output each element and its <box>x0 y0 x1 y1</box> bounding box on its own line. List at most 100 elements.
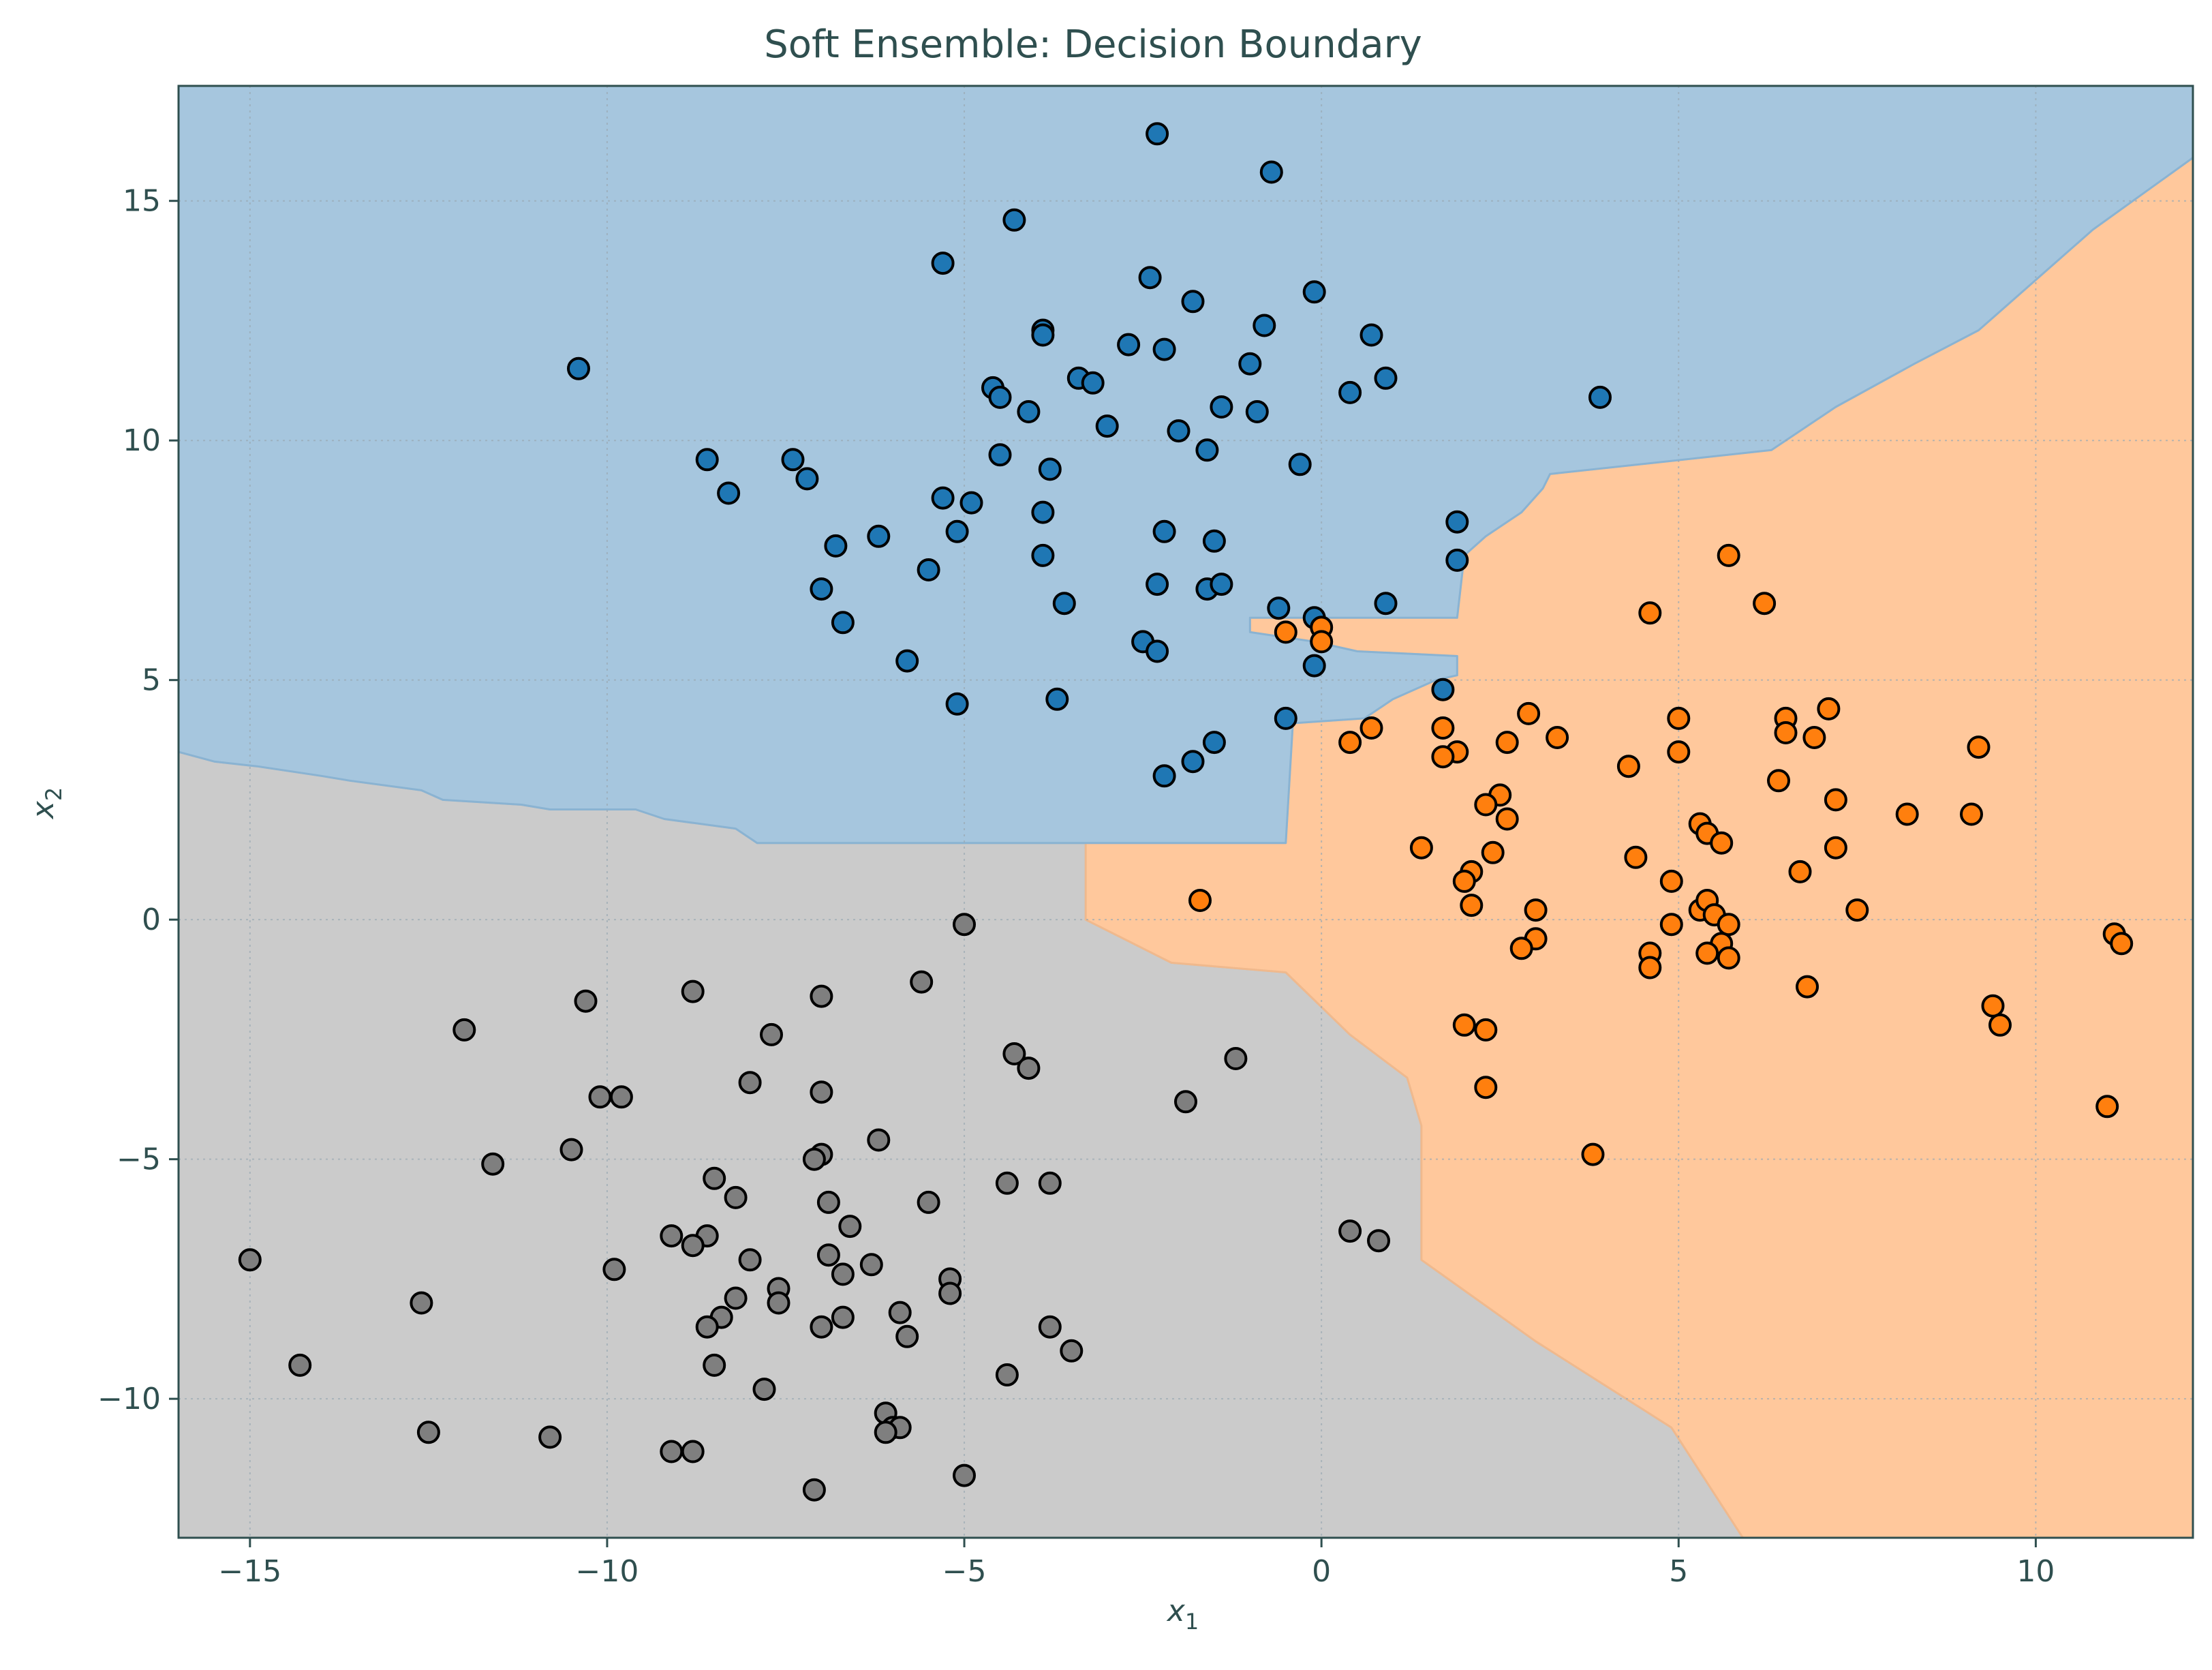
data-point-class-1 <box>1817 697 1841 720</box>
data-point-class-0 <box>988 385 1012 409</box>
data-point-class-2 <box>888 1301 912 1324</box>
data-point-class-1 <box>1667 706 1691 730</box>
data-point-class-0 <box>959 491 983 515</box>
data-point-class-0 <box>1210 395 1233 419</box>
data-point-class-2 <box>995 1363 1019 1386</box>
data-point-class-0 <box>1288 453 1312 476</box>
data-point-class-2 <box>838 1215 862 1239</box>
data-point-class-1 <box>1717 946 1740 970</box>
data-point-class-0 <box>1238 352 1262 376</box>
x-tick-label: −5 <box>942 1554 987 1589</box>
y-tick-label: 0 <box>142 902 161 937</box>
data-point-class-2 <box>1367 1229 1390 1253</box>
data-point-class-2 <box>481 1152 505 1176</box>
y-axis-label: x2 <box>26 787 67 820</box>
data-point-class-0 <box>1031 323 1055 347</box>
data-point-class-2 <box>738 1071 762 1095</box>
data-point-class-0 <box>1445 510 1469 534</box>
data-point-class-1 <box>1659 869 1683 893</box>
data-point-class-1 <box>1960 802 1983 826</box>
x-axis-label-main: x <box>1166 1594 1186 1628</box>
data-point-class-2 <box>452 1018 476 1042</box>
x-tick-label: 10 <box>2016 1554 2055 1589</box>
data-point-class-1 <box>1517 701 1541 725</box>
data-point-class-1 <box>1802 726 1826 749</box>
data-point-class-2 <box>602 1258 626 1281</box>
data-point-class-0 <box>1338 380 1362 404</box>
data-point-class-0 <box>795 467 819 491</box>
data-point-class-1 <box>1638 601 1662 625</box>
data-point-class-0 <box>1117 333 1141 356</box>
data-point-class-2 <box>859 1253 883 1277</box>
y-tick-label: −10 <box>97 1382 161 1416</box>
data-point-class-0 <box>1017 400 1041 423</box>
data-point-class-2 <box>1060 1339 1084 1363</box>
data-point-class-0 <box>1302 280 1326 304</box>
data-point-class-2 <box>738 1248 762 1272</box>
data-point-class-1 <box>1667 740 1691 764</box>
data-point-class-0 <box>1146 122 1169 146</box>
data-point-class-2 <box>1038 1315 1062 1339</box>
data-point-class-1 <box>1274 620 1297 644</box>
data-point-class-0 <box>1181 290 1205 314</box>
data-point-class-2 <box>538 1425 562 1449</box>
data-point-class-0 <box>1152 337 1176 361</box>
data-point-class-1 <box>1824 836 1847 860</box>
data-point-class-1 <box>1845 898 1869 922</box>
data-point-class-1 <box>1767 769 1790 793</box>
data-point-class-1 <box>1431 716 1455 740</box>
data-point-class-2 <box>703 1166 726 1190</box>
data-point-class-0 <box>1038 457 1062 481</box>
data-point-class-0 <box>1095 414 1119 438</box>
data-point-class-2 <box>238 1248 262 1272</box>
data-point-class-1 <box>1981 994 2005 1018</box>
data-point-class-2 <box>1002 1042 1026 1065</box>
data-point-class-0 <box>945 519 969 543</box>
data-point-class-0 <box>1138 266 1162 290</box>
data-point-class-2 <box>767 1291 790 1315</box>
data-point-class-0 <box>1267 596 1291 620</box>
data-point-class-0 <box>931 252 955 275</box>
data-point-class-1 <box>1824 788 1847 812</box>
data-point-class-2 <box>867 1128 891 1152</box>
data-point-class-1 <box>1988 1013 2012 1037</box>
y-tick-label: 5 <box>142 663 161 698</box>
data-point-class-2 <box>938 1281 962 1305</box>
data-point-class-2 <box>831 1305 855 1329</box>
data-point-class-2 <box>410 1291 433 1315</box>
data-point-class-0 <box>1202 529 1226 553</box>
data-point-class-2 <box>1174 1090 1197 1114</box>
data-point-class-0 <box>895 649 919 673</box>
data-point-class-2 <box>917 1190 940 1214</box>
data-point-class-1 <box>1481 840 1505 864</box>
data-point-class-2 <box>703 1353 726 1377</box>
data-point-class-0 <box>945 692 969 716</box>
data-point-class-1 <box>1581 1142 1605 1166</box>
data-point-class-0 <box>1588 385 1612 409</box>
data-point-class-2 <box>588 1085 612 1109</box>
chart-title: Soft Ensemble: Decision Boundary <box>764 22 1422 67</box>
data-point-class-0 <box>1210 573 1233 596</box>
data-point-class-1 <box>1338 731 1362 755</box>
y-tick-label: 10 <box>123 423 161 458</box>
data-point-class-2 <box>760 1022 783 1046</box>
data-point-class-2 <box>574 989 598 1013</box>
data-points <box>238 122 2134 1502</box>
data-point-class-1 <box>1624 845 1648 869</box>
data-point-class-1 <box>1431 745 1455 769</box>
data-point-class-0 <box>917 558 940 581</box>
data-point-class-0 <box>1431 678 1455 701</box>
grid-lines <box>179 86 2193 1538</box>
data-point-class-2 <box>910 970 934 994</box>
data-point-class-1 <box>1717 913 1740 937</box>
data-point-class-1 <box>1474 1076 1498 1099</box>
data-point-class-1 <box>1310 630 1334 654</box>
data-point-class-1 <box>1524 898 1548 922</box>
data-point-class-0 <box>1167 419 1191 443</box>
data-point-class-1 <box>1452 869 1476 893</box>
data-point-class-2 <box>953 1463 976 1487</box>
data-point-class-2 <box>1338 1219 1362 1243</box>
data-point-class-1 <box>1638 956 1662 980</box>
y-tick-label: −5 <box>117 1142 161 1177</box>
data-point-class-0 <box>1002 208 1026 232</box>
